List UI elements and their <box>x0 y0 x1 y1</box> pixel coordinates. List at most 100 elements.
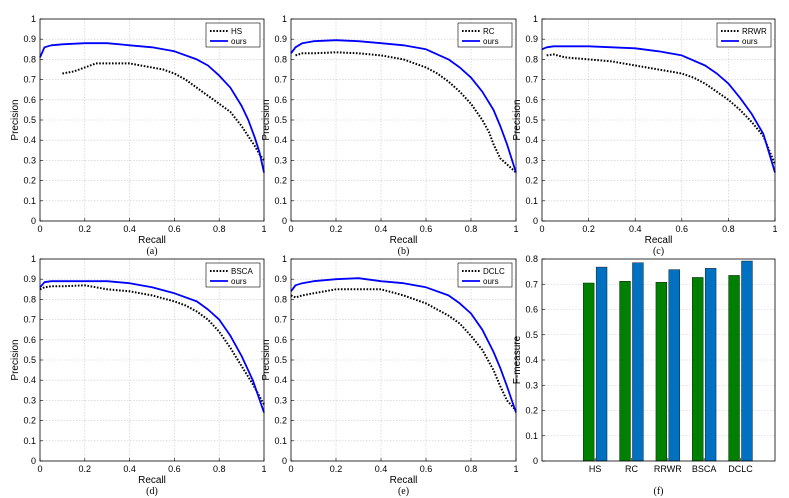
panel-caption: (a) <box>146 246 157 257</box>
y-tick-label: 0.6 <box>274 95 287 105</box>
y-tick-label: 0.6 <box>274 335 287 345</box>
y-tick-label: 0.1 <box>525 196 538 206</box>
y-axis-label: Precision <box>10 339 21 380</box>
x-tick-label: 0 <box>37 464 42 474</box>
y-tick-label: 0.8 <box>274 294 287 304</box>
panel-e: 0 0.1 0.2 0.3 0.4 0.5 0.6 0.7 0.8 0.9 1 0 0.2 0.4 0.6 0… <box>261 254 519 497</box>
panel-a: 0 0.1 0.2 0.3 0.4 0.5 0.6 0.7 0.8 0.9 1 0 0.2 0.4 0.6 0… <box>10 14 267 257</box>
legend-box <box>205 262 261 288</box>
y-tick-label: 0.6 <box>23 335 36 345</box>
y-tick-label: 0.3 <box>525 155 538 165</box>
x-tick-label: 0.6 <box>168 224 181 234</box>
y-tick-label: 0.8 <box>525 254 538 264</box>
series-line-rc <box>295 51 517 174</box>
x-tick-label: 0.8 <box>465 464 478 474</box>
legend-label: DCLC <box>483 267 505 276</box>
y-tick-label: 0.9 <box>274 274 287 284</box>
y-tick-label: 0 <box>31 216 36 226</box>
y-tick-label: 0.3 <box>274 395 287 405</box>
y-tick-label: 0.5 <box>274 355 287 365</box>
x-tick-label: 0.2 <box>79 464 92 474</box>
y-tick-label: 0.3 <box>274 155 287 165</box>
plot-frame <box>290 18 517 222</box>
series-line-ours <box>290 277 517 413</box>
y-tick-label: 0.5 <box>23 355 36 365</box>
series-line-ours <box>39 280 265 413</box>
y-tick-label: 0.1 <box>23 196 36 206</box>
panel-caption: (e) <box>398 486 409 497</box>
legend-label: ours <box>231 277 247 286</box>
x-tick-label: 0.2 <box>79 224 92 234</box>
legend-label: ours <box>483 37 499 46</box>
y-tick-label: 0 <box>533 216 538 226</box>
legend-label: RRWR <box>742 27 767 36</box>
y-tick-label: 0.9 <box>23 274 36 284</box>
x-tick-label: 0.4 <box>629 224 642 234</box>
x-tick-label: 0.6 <box>420 464 433 474</box>
y-tick-label: 0.6 <box>525 305 538 315</box>
y-tick-label: 0.2 <box>274 416 287 426</box>
y-tick-label: 0.4 <box>274 375 287 385</box>
y-tick-label: 0.3 <box>525 380 538 390</box>
y-tick-label: 0.7 <box>525 75 538 85</box>
x-tick-label: 0.8 <box>465 224 478 234</box>
x-tick-label: 0.8 <box>722 224 735 234</box>
panel-caption: (f) <box>654 486 664 497</box>
legend-box <box>457 262 513 288</box>
x-tick-label: 0.4 <box>375 464 388 474</box>
y-tick-label: 0.2 <box>274 176 287 186</box>
panel-caption: (b) <box>398 246 410 257</box>
y-tick-label: 0.3 <box>23 395 36 405</box>
x-tick-label: 0.6 <box>676 224 689 234</box>
y-tick-label: 1 <box>282 14 287 24</box>
y-tick-label: 0.4 <box>23 375 36 385</box>
bar-bsca-1 <box>704 268 717 462</box>
x-tick-label: 1 <box>513 224 518 234</box>
bar-rc-1 <box>632 262 644 462</box>
y-tick-label: 0 <box>533 456 538 466</box>
x-tick-label: 1 <box>261 224 266 234</box>
x-tick-label: 0 <box>539 224 544 234</box>
y-tick-label: 0.8 <box>274 54 287 64</box>
x-tick-label: 1 <box>772 224 777 234</box>
y-tick-label: 0.8 <box>525 54 538 64</box>
series-line-ours <box>541 45 776 173</box>
x-tick-label: 1 <box>261 464 266 474</box>
x-tick-label: 1 <box>513 464 518 474</box>
series-line-dclc <box>290 288 517 412</box>
plot-frame <box>541 18 776 222</box>
series-line-hs <box>62 62 265 161</box>
y-tick-label: 0.2 <box>23 416 36 426</box>
x-axis-label: Recall <box>645 235 673 246</box>
bar-rrwr-1 <box>668 269 680 462</box>
panel-d: 0 0.1 0.2 0.3 0.4 0.5 0.6 0.7 0.8 0.9 1 0 0.2 0.4 0.6 0… <box>10 254 267 497</box>
bar-dclc-0 <box>728 275 740 462</box>
y-tick-label: 0.1 <box>23 436 36 446</box>
x-axis-label: Recall <box>138 475 166 486</box>
y-tick-label: 0.3 <box>23 155 36 165</box>
legend-box <box>716 22 772 48</box>
series-line-ours <box>39 42 265 173</box>
legend-label: RC <box>483 27 495 36</box>
plot-frame <box>39 18 265 222</box>
x-axis-label: Recall <box>138 235 166 246</box>
y-tick-label: 0 <box>31 456 36 466</box>
series-line-bsca <box>39 284 265 405</box>
x-axis-label: Recall <box>390 475 418 486</box>
y-axis-label: Precision <box>512 99 523 140</box>
y-axis-label: F-measure <box>512 335 523 384</box>
y-tick-label: 0.7 <box>274 315 287 325</box>
y-tick-label: 0.7 <box>23 315 36 325</box>
y-tick-label: 1 <box>31 254 36 264</box>
bar-hs-0 <box>583 282 595 462</box>
x-axis-label: Recall <box>390 235 418 246</box>
series-line-rrwr <box>546 53 776 165</box>
plot-frame <box>290 258 517 462</box>
bar-dclc-1 <box>741 260 753 462</box>
y-tick-label: 0.7 <box>274 75 287 85</box>
x-tick-label: 0.2 <box>330 224 343 234</box>
y-axis-label: Precision <box>261 339 272 380</box>
panel-b: 0 0.1 0.2 0.3 0.4 0.5 0.6 0.7 0.8 0.9 1 0 0.2 0.4 0.6 0… <box>261 14 519 257</box>
y-tick-label: 0.4 <box>525 135 538 145</box>
x-tick-label: DCLC <box>728 464 753 474</box>
